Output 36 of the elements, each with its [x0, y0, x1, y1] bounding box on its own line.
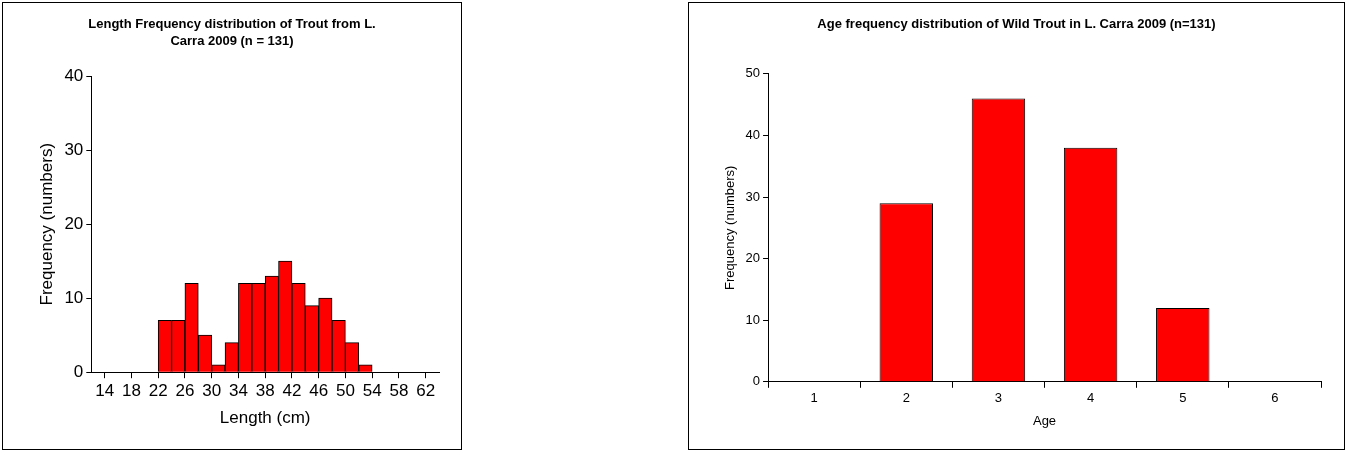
- y-tick-label: 10: [64, 287, 84, 307]
- x-axis-title: Age: [1032, 412, 1057, 428]
- x-tick-label: 38: [255, 381, 275, 401]
- x-tick-label: 4: [1086, 390, 1095, 406]
- x-tick-label: 14: [95, 381, 115, 401]
- y-tick-label: 0: [752, 373, 761, 389]
- x-tick-label: 46: [309, 381, 329, 401]
- y-tick-label: 40: [745, 126, 761, 142]
- x-tick-label: 5: [1179, 390, 1187, 406]
- chart-title: Length Frequency distribution of Trout from L. Carra 2009 (n = 131): [87, 15, 377, 49]
- y-tick-label: 20: [64, 213, 84, 233]
- x-tick-label: 58: [389, 381, 409, 401]
- x-tick-label: 1: [810, 390, 818, 406]
- x-tick-label: 30: [202, 381, 222, 401]
- y-tick-label: 10: [745, 311, 761, 327]
- y-axis-title: Frequency (numbers): [36, 142, 56, 306]
- y-axis-title: Frequency (numbers): [722, 165, 738, 290]
- chart-title: Age frequency distribution of Wild Trout in L. Carra 2009 (n=131): [816, 15, 1217, 32]
- x-tick-label: 62: [416, 381, 436, 401]
- x-tick-label: 42: [282, 381, 302, 401]
- y-tick-label: 50: [745, 65, 761, 81]
- y-tick-label: 40: [64, 65, 84, 85]
- x-tick-label: 22: [148, 381, 168, 401]
- x-tick-label: 6: [1271, 390, 1279, 406]
- x-tick-label: 54: [362, 381, 382, 401]
- x-axis-title: Length (cm): [219, 408, 311, 428]
- y-tick-label: 0: [73, 361, 84, 381]
- y-tick-label: 20: [745, 250, 761, 266]
- x-tick-label: 34: [228, 381, 248, 401]
- x-tick-label: 18: [121, 381, 141, 401]
- x-tick-label: 50: [335, 381, 355, 401]
- y-tick-label: 30: [745, 188, 761, 204]
- x-tick-label: 26: [175, 381, 195, 401]
- y-tick-label: 30: [64, 139, 84, 159]
- x-tick-label: 2: [902, 390, 910, 406]
- x-tick-label: 3: [994, 390, 1003, 406]
